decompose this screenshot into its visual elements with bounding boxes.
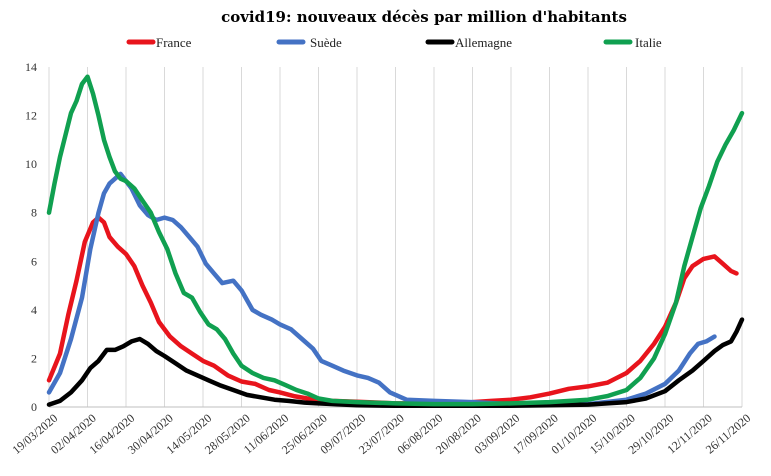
y-tick-label: 12 [25, 109, 37, 123]
legend: France Suède Allemagne Italie [126, 35, 662, 50]
y-axis-ticks: 0 2 4 6 8 10 12 14 [25, 60, 37, 414]
y-tick-label: 0 [31, 400, 37, 414]
y-tick-label: 2 [31, 351, 37, 365]
y-tick-label: 10 [25, 157, 37, 171]
y-tick-label: 6 [31, 254, 37, 268]
legend-label: Italie [635, 35, 662, 50]
legend-label: France [156, 35, 192, 50]
chart-title: covid19: nouveaux décès par million d'ha… [221, 8, 627, 26]
y-tick-label: 4 [31, 303, 37, 317]
x-axis-ticks: 19/03/202002/04/202016/04/202030/04/2020… [9, 411, 753, 457]
y-tick-label: 14 [25, 60, 37, 74]
series-group [46, 74, 745, 409]
series-line-allemagne [46, 317, 745, 409]
legend-label: Allemagne [455, 35, 512, 50]
series-line-france [46, 215, 739, 406]
y-tick-label: 8 [31, 206, 37, 220]
series-line-italie [46, 74, 745, 407]
legend-label: Suède [310, 35, 342, 50]
grid [48, 67, 743, 407]
